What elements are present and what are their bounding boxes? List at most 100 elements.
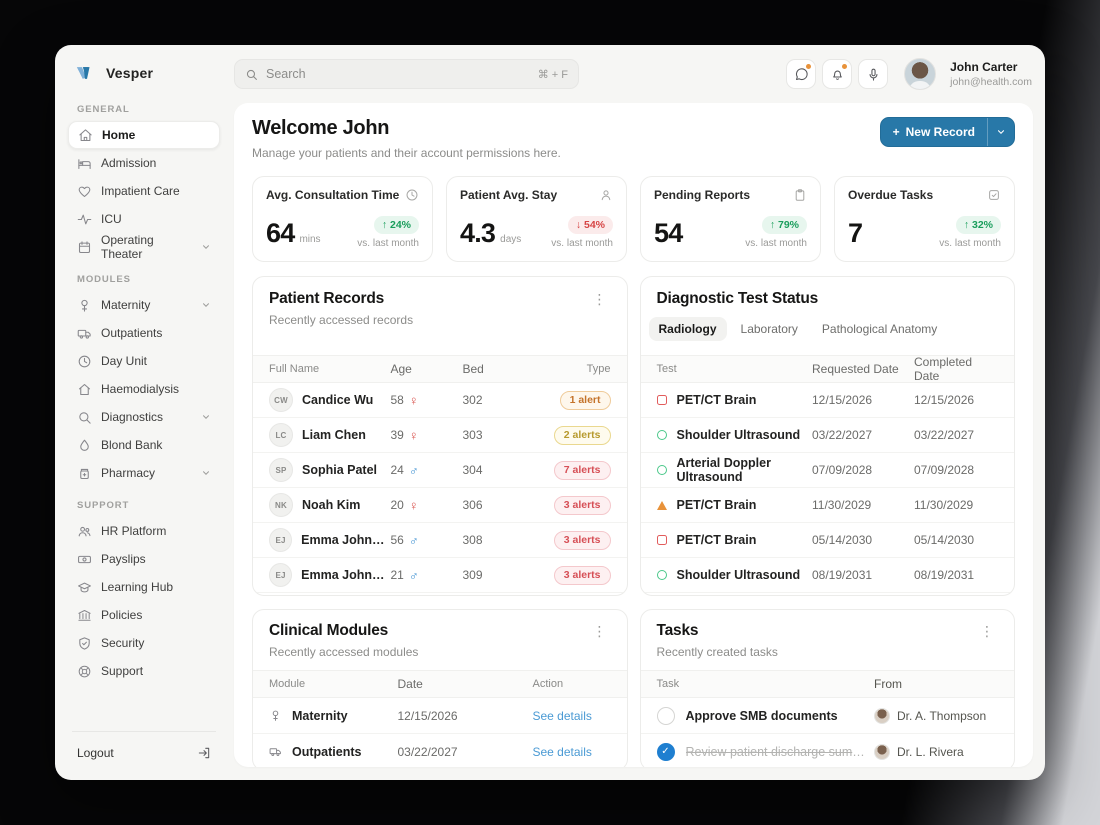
alert-badge: 2 alerts xyxy=(553,425,611,445)
search-shortcut: ⌘ + F xyxy=(537,68,568,81)
patient-age: 58 xyxy=(390,393,404,407)
see-details-link[interactable]: See details xyxy=(532,744,592,759)
activity-icon xyxy=(77,212,92,227)
section-label-support: SUPPORT xyxy=(77,500,130,511)
stat-card-avg-stay: Patient Avg. Stay 4.3 days ↓ 54% vs. last… xyxy=(446,176,627,262)
sidebar-item-impatient-care[interactable]: Impatient Care xyxy=(68,177,220,205)
table-row[interactable]: PET/CT Brain 11/30/2029 11/30/2029 xyxy=(640,488,1014,523)
sidebar-item-learning-hub[interactable]: Learning Hub xyxy=(68,573,220,601)
test-name: PET/CT Brain xyxy=(676,393,757,407)
plus-icon: + xyxy=(892,125,900,139)
table-row[interactable]: LC Liam Chen 39 ♀ 303 2 alerts xyxy=(253,418,627,453)
tab-pathological-anatomy[interactable]: Pathological Anatomy xyxy=(821,322,938,336)
home-icon xyxy=(78,128,93,143)
logout-button[interactable]: Logout xyxy=(68,736,220,770)
table-row[interactable]: PET/CT Brain 05/14/2030 05/14/2030 xyxy=(640,523,1014,558)
sidebar-item-label: Outpatients xyxy=(101,326,163,340)
sidebar-item-outpatients[interactable]: Outpatients xyxy=(68,319,220,347)
clock-icon xyxy=(77,354,92,369)
notifications-button[interactable] xyxy=(822,59,853,89)
female-icon xyxy=(77,298,92,313)
app-window: Vesper GENERAL Home Admission Impatient … xyxy=(55,45,1045,780)
sidebar-item-label: Admission xyxy=(101,156,157,170)
status-icon xyxy=(656,395,667,405)
see-details-link[interactable]: See details xyxy=(532,708,592,723)
sidebar-item-label: Learning Hub xyxy=(101,580,174,594)
table-row[interactable]: Review patient discharge summaries Dr. L… xyxy=(641,734,1015,767)
search-input[interactable]: Search ⌘ + F xyxy=(234,59,579,89)
search-icon xyxy=(245,68,258,81)
status-icon xyxy=(656,570,667,580)
requested-date: 03/22/2027 xyxy=(812,428,873,442)
sidebar-item-day-unit[interactable]: Day Unit xyxy=(68,347,220,375)
sidebar-item-pharmacy[interactable]: Pharmacy xyxy=(68,459,220,487)
sidebar-item-diagnostics[interactable]: Diagnostics xyxy=(68,403,220,431)
user-meta: John Carter john@health.com xyxy=(950,60,1032,88)
kebab-menu-icon[interactable]: ⋮ xyxy=(592,623,607,639)
sidebar-item-home[interactable]: Home xyxy=(68,121,220,149)
magnifier-icon xyxy=(77,410,92,425)
voice-button[interactable] xyxy=(858,59,889,89)
tab-laboratory[interactable]: Laboratory xyxy=(740,322,798,336)
table-row[interactable]: Arterial Doppler Ultrasound 07/09/2028 0… xyxy=(640,453,1014,488)
patient-name: Sophia Patel xyxy=(302,463,378,477)
table-row[interactable]: Maternity 12/15/2026 See details xyxy=(253,698,627,734)
table-row[interactable]: CW Candice Wu 58 ♀ 302 1 alert xyxy=(253,383,627,418)
bank-icon xyxy=(77,608,92,623)
patient-name: Noah Kim xyxy=(302,498,361,512)
user-avatar[interactable] xyxy=(904,58,937,90)
table-row[interactable]: NK Noah Kim 20 ♀ 306 3 alerts xyxy=(253,488,627,523)
table-row[interactable]: Shoulder Ultrasound 03/22/2027 03/22/202… xyxy=(640,418,1014,453)
table-row[interactable]: SP Sophia Patel 24 ♂ 304 7 alerts xyxy=(253,453,627,488)
table-row[interactable]: Approve SMB documents Dr. A. Thompson xyxy=(640,698,1014,734)
task-checkbox[interactable] xyxy=(656,742,675,761)
chevron-down-icon xyxy=(201,412,211,422)
patient-name: Emma Johnson xyxy=(301,568,391,582)
new-record-dropdown[interactable] xyxy=(987,118,1014,146)
sidebar-item-maternity[interactable]: Maternity xyxy=(68,291,220,319)
sidebar-item-operating-theater[interactable]: Operating Theater xyxy=(68,233,220,261)
new-record-button[interactable]: + New Record xyxy=(879,117,1015,147)
gender-icon: ♀ xyxy=(408,392,419,408)
house-icon xyxy=(77,382,92,397)
users-icon xyxy=(77,524,92,539)
sidebar-item-support[interactable]: Support xyxy=(68,657,220,685)
table-row[interactable]: Outpatients 03/22/2027 See details xyxy=(253,734,627,767)
vesper-logo-icon xyxy=(76,65,98,81)
task-checkbox[interactable] xyxy=(656,706,675,725)
column-header: Requested Date xyxy=(812,362,899,376)
gender-icon: ♂ xyxy=(408,462,419,478)
column-header: Test xyxy=(656,363,677,375)
completed-date: 05/14/2030 xyxy=(914,533,975,547)
sidebar-item-icu[interactable]: ICU xyxy=(68,205,220,233)
task-from: Dr. A. Thompson xyxy=(897,708,987,723)
requested-date: 05/14/2030 xyxy=(812,533,873,547)
sidebar-item-admission[interactable]: Admission xyxy=(68,149,220,177)
patient-age: 24 xyxy=(390,463,404,477)
column-header: Action xyxy=(532,678,564,690)
kebab-menu-icon[interactable]: ⋮ xyxy=(980,623,994,639)
stat-value: 7 xyxy=(848,218,863,248)
tab-radiology[interactable]: Radiology xyxy=(648,317,727,341)
alert-badge: 3 alerts xyxy=(553,565,611,585)
sidebar-item-security[interactable]: Security xyxy=(68,629,220,657)
table-row[interactable]: PET/CT Brain 12/15/2026 12/15/2026 xyxy=(640,383,1014,418)
table-row[interactable]: Shoulder Ultrasound 08/19/2031 08/19/203… xyxy=(640,558,1014,593)
sidebar-item-hr-platform[interactable]: HR Platform xyxy=(68,517,220,545)
sidebar-item-policies[interactable]: Policies xyxy=(68,601,220,629)
avatar: LC xyxy=(269,423,293,447)
patient-age: 39 xyxy=(390,428,404,442)
alert-badge: 1 alert xyxy=(559,390,611,410)
sidebar-item-haemodialysis[interactable]: Haemodialysis xyxy=(68,375,220,403)
kebab-menu-icon[interactable]: ⋮ xyxy=(592,291,607,307)
stat-title: Overdue Tasks xyxy=(848,188,934,202)
patient-age: 20 xyxy=(390,498,404,512)
stat-card-pending-reports: Pending Reports 54 ↑ 79% vs. last month xyxy=(640,176,821,262)
table-row[interactable]: EJ Emma Johnson 21 ♂ 309 3 alerts xyxy=(253,558,627,593)
stat-value: 64 xyxy=(266,218,295,248)
sidebar-item-payslips[interactable]: Payslips xyxy=(68,545,220,573)
messages-button[interactable] xyxy=(786,59,817,89)
sidebar-item-blond-bank[interactable]: Blond Bank xyxy=(68,431,220,459)
table-row[interactable]: EJ Emma Johnson 56 ♂ 308 3 alerts xyxy=(253,523,627,558)
status-icon xyxy=(656,430,667,440)
